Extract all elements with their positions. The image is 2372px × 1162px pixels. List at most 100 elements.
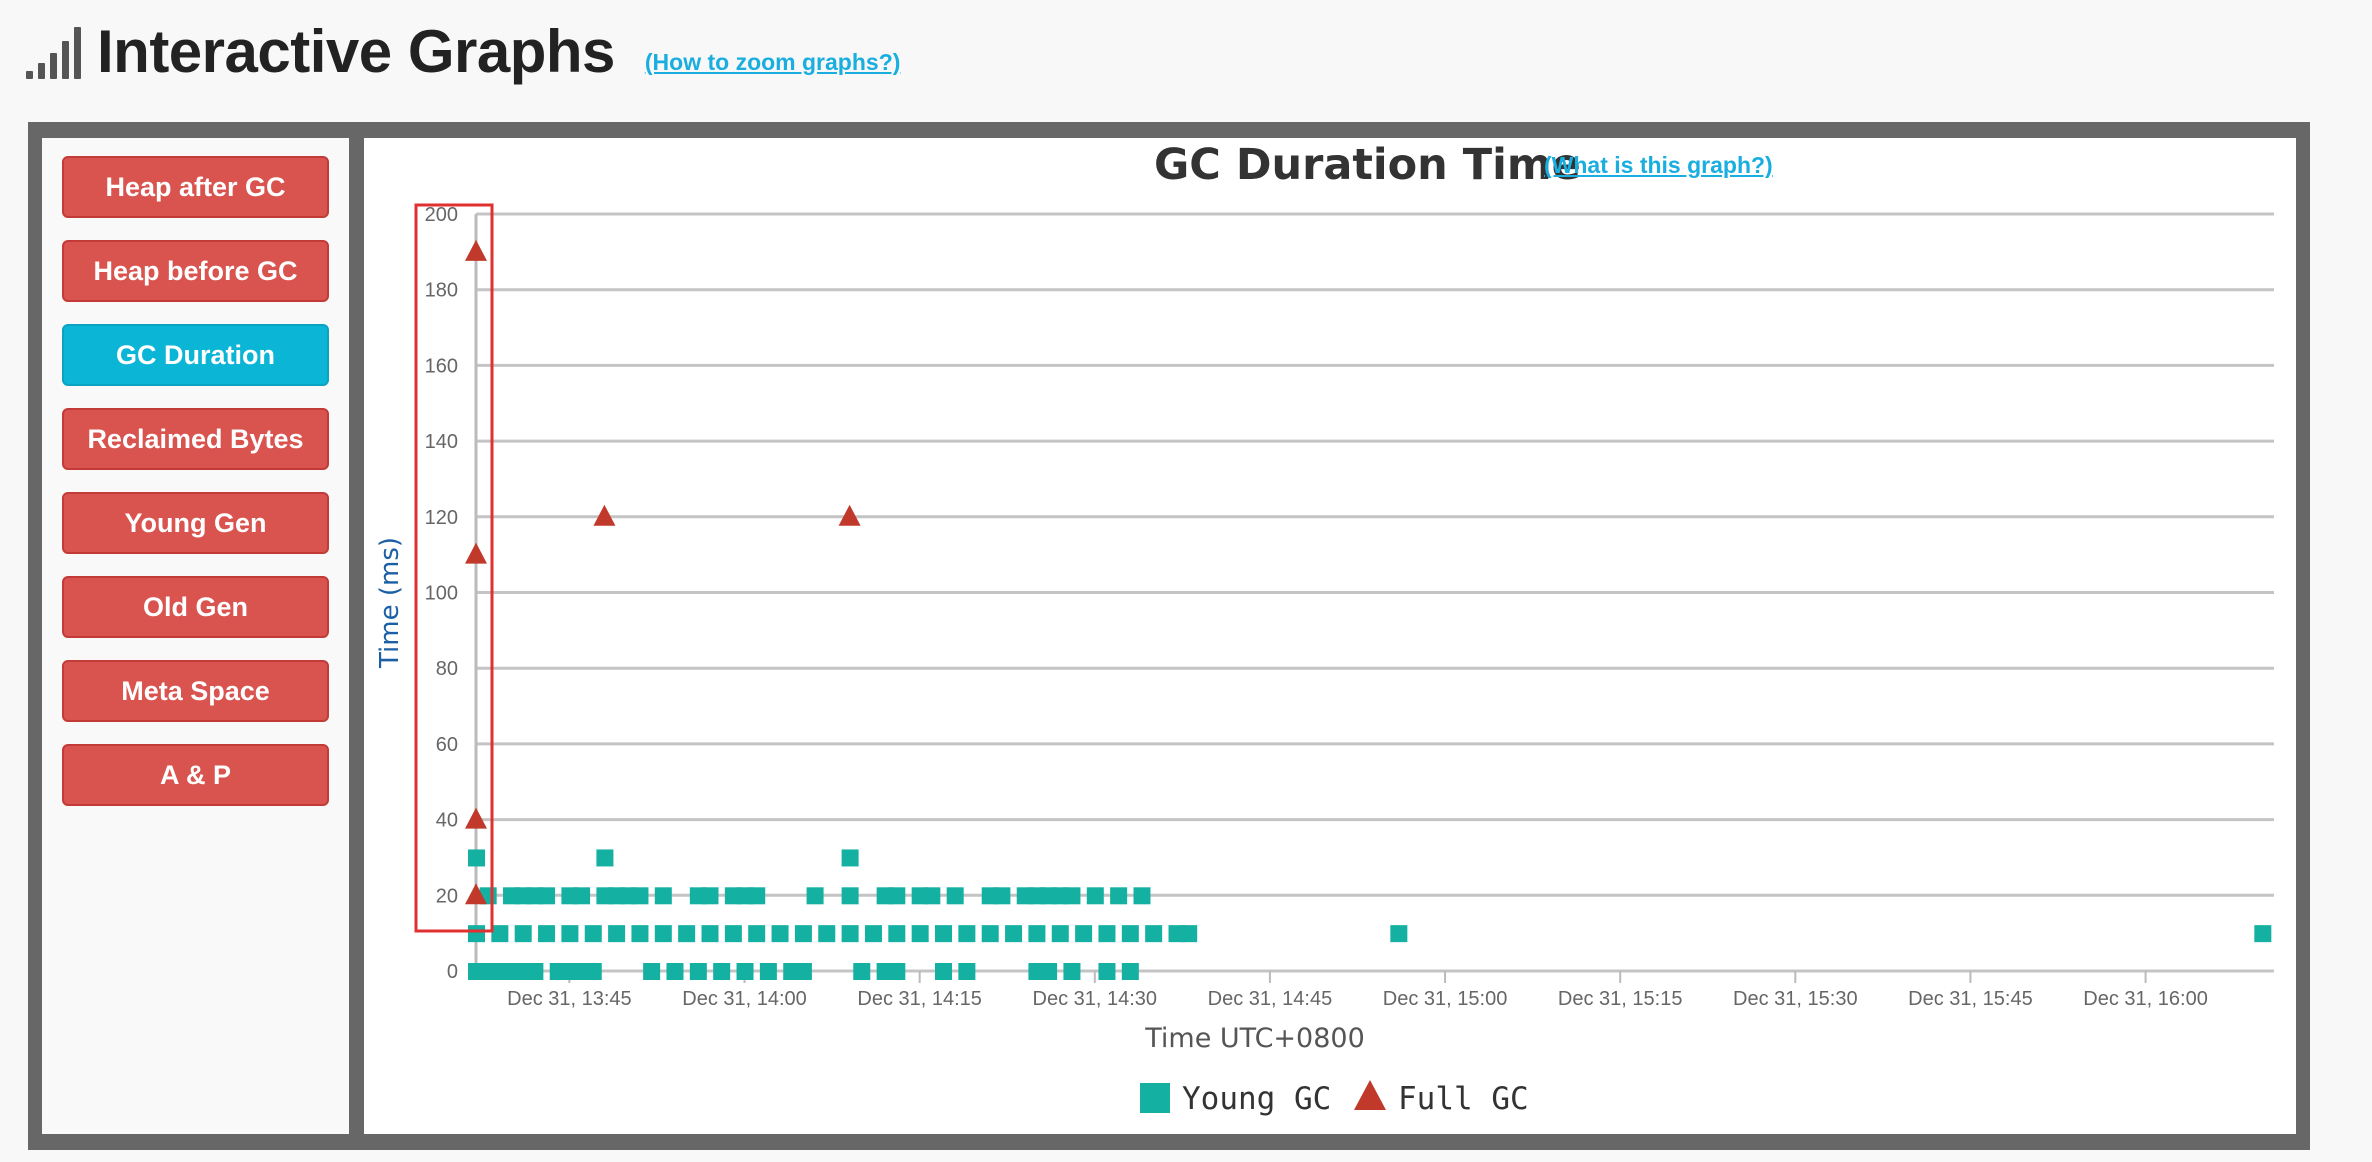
young-gc-point bbox=[643, 963, 661, 980]
young-gc-point bbox=[608, 925, 626, 943]
chart-title-row: GC Duration Time (What is this graph?) bbox=[364, 138, 2296, 198]
full-gc-point bbox=[465, 883, 487, 905]
page-title: Interactive Graphs bbox=[97, 17, 615, 85]
y-tick-label: 100 bbox=[425, 583, 458, 605]
young-gc-point bbox=[841, 849, 859, 867]
legend-young-marker bbox=[1140, 1083, 1170, 1113]
young-gc-point bbox=[748, 887, 766, 905]
heap-before-gc-button[interactable]: Heap before GC bbox=[62, 240, 329, 302]
young-gc-point bbox=[853, 963, 871, 980]
young-gc-point bbox=[958, 925, 976, 943]
young-gc-point bbox=[841, 925, 859, 943]
young-gc-point bbox=[759, 963, 777, 980]
young-gc-point bbox=[1098, 925, 1116, 943]
young-gc-point bbox=[666, 963, 684, 980]
young-gc-point bbox=[935, 925, 953, 943]
young-gc-point bbox=[1063, 887, 1081, 905]
young-gc-point bbox=[468, 849, 485, 867]
young-gc-point bbox=[2254, 925, 2272, 943]
young-gc-point bbox=[864, 925, 882, 943]
young-gc-point bbox=[1063, 963, 1081, 980]
y-tick-label: 180 bbox=[425, 280, 458, 302]
young-gc-point bbox=[1051, 925, 1069, 943]
gc-duration-chart[interactable]: 0 20 40 60 80 100 120 140 160 180 200 Dec 31, 13:45… bbox=[364, 138, 2296, 1134]
young-gc-point bbox=[911, 925, 929, 943]
x-tick-label: Dec 31, 15:00 bbox=[1383, 988, 1508, 1010]
y-axis-title: Time (ms) bbox=[375, 537, 405, 669]
y-tick-label: 140 bbox=[425, 431, 458, 453]
young-gc-point bbox=[1121, 963, 1139, 980]
reclaimed-bytes-button[interactable]: Reclaimed Bytes bbox=[62, 408, 329, 470]
x-tick-label: Dec 31, 14:15 bbox=[857, 988, 982, 1010]
young-gc-point bbox=[771, 925, 789, 943]
young-gc-point bbox=[794, 925, 812, 943]
y-tick-label: 40 bbox=[436, 810, 458, 832]
chart-title: GC Duration Time bbox=[1154, 140, 1581, 190]
x-tick-label: Dec 31, 14:45 bbox=[1208, 988, 1333, 1010]
young-gc-point bbox=[538, 887, 556, 905]
y-tick-label: 80 bbox=[436, 658, 458, 680]
young-gc-point bbox=[794, 963, 812, 980]
full-gc-point bbox=[838, 504, 861, 526]
young-gc-point bbox=[701, 887, 719, 905]
young-gc-point bbox=[923, 887, 941, 905]
y-tick-label: 0 bbox=[447, 961, 458, 983]
young-gc-point bbox=[538, 925, 556, 943]
meta-space-button[interactable]: Meta Space bbox=[62, 660, 329, 722]
young-gc-point bbox=[888, 925, 906, 943]
young-gen-button[interactable]: Young Gen bbox=[62, 492, 329, 554]
young-gc-point bbox=[468, 925, 485, 943]
young-gc-point bbox=[1075, 925, 1093, 943]
young-gc-point bbox=[561, 925, 579, 943]
young-gc-point bbox=[584, 925, 602, 943]
young-gc-point bbox=[841, 887, 859, 905]
full-gc-point bbox=[465, 807, 487, 829]
young-gc-point bbox=[724, 925, 742, 943]
young-gc-point bbox=[689, 963, 707, 980]
signal-bars-icon bbox=[26, 23, 81, 79]
young-gc-point bbox=[1390, 925, 1408, 943]
young-gc-point bbox=[1145, 925, 1163, 943]
young-gc-point bbox=[584, 963, 602, 980]
x-tick-label: Dec 31, 15:15 bbox=[1558, 988, 1683, 1010]
young-gc-point bbox=[701, 925, 719, 943]
young-gc-point bbox=[654, 925, 672, 943]
young-gc-point bbox=[935, 963, 953, 980]
y-tick-label: 20 bbox=[436, 885, 458, 907]
page-header: Interactive Graphs (How to zoom graphs?) bbox=[26, 16, 900, 86]
young-gc-point bbox=[1121, 925, 1139, 943]
legend-full-label: Full GC bbox=[1398, 1081, 1529, 1117]
young-gc-point bbox=[1086, 887, 1104, 905]
old-gen-button[interactable]: Old Gen bbox=[62, 576, 329, 638]
young-gc-point bbox=[888, 963, 906, 980]
full-gc-point bbox=[465, 542, 487, 564]
x-axis-title: Time UTC+0800 bbox=[1144, 1023, 1365, 1054]
how-to-zoom-link[interactable]: (How to zoom graphs?) bbox=[644, 48, 901, 75]
graph-sidebar: Heap after GC Heap before GC GC Duration… bbox=[42, 138, 349, 1134]
gc-duration-button[interactable]: GC Duration bbox=[62, 324, 329, 386]
young-gc-point bbox=[1028, 925, 1046, 943]
highlight-box bbox=[414, 203, 494, 933]
y-tick-label: 160 bbox=[425, 355, 458, 377]
y-tick-label: 60 bbox=[436, 734, 458, 756]
full-gc-point bbox=[465, 239, 487, 261]
young-gc-point bbox=[748, 925, 766, 943]
young-gc-point bbox=[573, 887, 591, 905]
young-gc-point bbox=[526, 963, 544, 980]
young-gc-point bbox=[981, 925, 999, 943]
young-gc-point bbox=[631, 925, 649, 943]
y-tick-label: 120 bbox=[425, 507, 458, 529]
legend-full-marker bbox=[1354, 1080, 1386, 1110]
young-gc-point bbox=[958, 963, 976, 980]
x-tick-label: Dec 31, 16:00 bbox=[2083, 988, 2208, 1010]
legend-young-label: Young GC bbox=[1182, 1081, 1331, 1117]
chart-panel: GC Duration Time (What is this graph?) 0… bbox=[364, 138, 2296, 1134]
young-gc-point bbox=[1133, 887, 1151, 905]
young-gc-point bbox=[736, 963, 754, 980]
young-gc-point bbox=[1005, 925, 1023, 943]
heap-after-gc-button[interactable]: Heap after GC bbox=[62, 156, 329, 218]
what-is-this-graph-link[interactable]: (What is this graph?) bbox=[1544, 152, 1773, 178]
x-tick-label: Dec 31, 13:45 bbox=[507, 988, 632, 1010]
a-and-p-button[interactable]: A & P bbox=[62, 744, 329, 806]
young-gc-point bbox=[993, 887, 1011, 905]
